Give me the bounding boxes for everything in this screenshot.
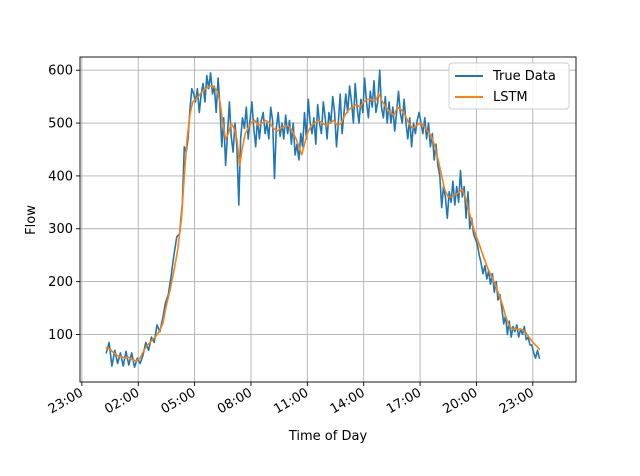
- y-tick-label: 200: [48, 275, 73, 290]
- legend: True Data LSTM: [448, 62, 570, 110]
- y-tick-label: 400: [48, 169, 73, 184]
- legend-label-lstm: LSTM: [493, 90, 528, 105]
- x-tick-label: 11:00: [271, 385, 311, 417]
- x-axis-label: Time of Day: [288, 429, 368, 444]
- x-tick-label: 08:00: [215, 385, 255, 417]
- x-tick-label: 17:00: [384, 385, 424, 417]
- legend-label-true-data: True Data: [492, 69, 556, 84]
- plot-frame: [79, 56, 577, 383]
- y-axis-label: Flow: [24, 205, 39, 235]
- x-tick-label: 20:00: [440, 385, 480, 417]
- y-axis: 100 200 300 400 500 600: [48, 64, 80, 343]
- x-tick-label: 05:00: [159, 385, 199, 417]
- x-tick-label: 14:00: [328, 385, 368, 417]
- x-tick-label: 02:00: [102, 385, 142, 417]
- x-tick-label: 23:00: [46, 385, 86, 417]
- series-line-lstm: [105, 85, 541, 362]
- y-tick-label: 600: [48, 64, 73, 79]
- y-tick-label: 500: [48, 117, 73, 132]
- x-tick-label: 23:00: [497, 385, 537, 417]
- x-axis: 23:00 02:00 05:00 08:00 11:00 14:00 17:00 20:00…: [46, 382, 537, 417]
- series-line-true-data: [105, 69, 541, 368]
- y-tick-label: 300: [48, 222, 73, 237]
- y-tick-label: 100: [48, 328, 73, 343]
- plot-lines: [105, 69, 541, 368]
